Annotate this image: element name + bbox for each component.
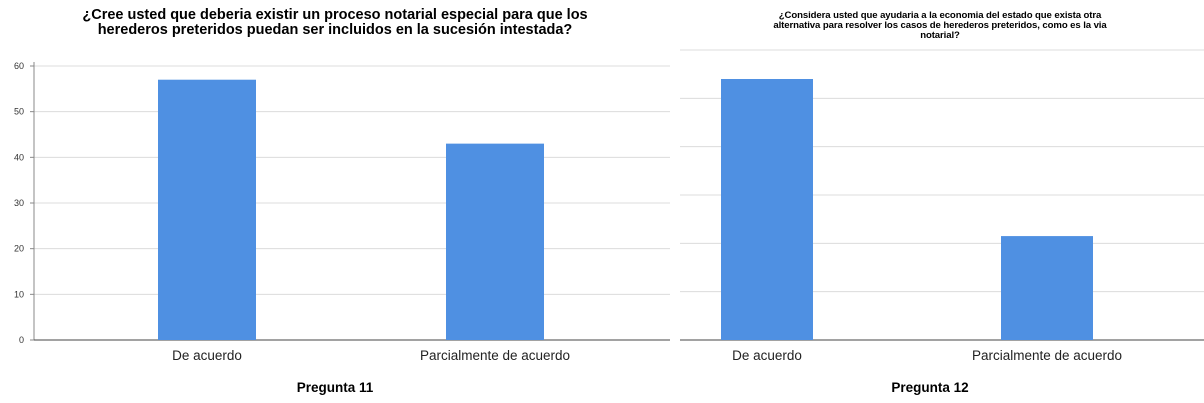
chart-title-line: ¿Cree usted que deberia existir un proce… <box>82 7 588 23</box>
chart-panel-pregunta-11: ¿Cree usted que deberia existir un proce… <box>0 8 670 395</box>
chart-title-line: herederos preteridos puedan ser incluido… <box>97 22 573 38</box>
y-tick-label: 0 <box>19 335 24 345</box>
y-tick-label: 40 <box>14 152 24 162</box>
x-axis-label: Pregunta 11 <box>297 380 374 395</box>
x-tick-label: De acuerdo <box>172 348 242 363</box>
bar-chart-pregunta-11: 0 10 20 30 40 50 60 De acuerdo Parcialmente de a… <box>14 61 670 395</box>
bar <box>721 79 813 340</box>
bar <box>158 79 256 340</box>
chart-title-line: alternativa para resolver los casos de h… <box>773 20 1107 31</box>
bar <box>446 143 544 340</box>
bar <box>1001 236 1093 340</box>
chart-title: ¿Cree usted que deberia existir un proce… <box>0 8 670 38</box>
chart-title-line: ¿Considera usted que ayudaria a la econo… <box>778 10 1102 21</box>
x-tick-label: Parcialmente de acuerdo <box>420 348 570 363</box>
x-tick-label: De acuerdo <box>732 348 802 363</box>
x-tick-label: Parcialmente de acuerdo <box>972 348 1122 363</box>
bar-chart-pregunta-12: De acuerdo Parcialmente de acuerdo Pregunt… <box>680 49 1204 395</box>
y-tick-label: 60 <box>14 61 24 71</box>
chart-panel-pregunta-12: ¿Considera usted que ayudaria a la econo… <box>676 0 1204 403</box>
y-tick-label: 50 <box>14 107 24 117</box>
chart-title: ¿Considera usted que ayudaria a la econo… <box>676 11 1204 41</box>
chart-title-line: notarial? <box>920 30 960 41</box>
y-tick-label: 20 <box>14 244 24 254</box>
y-tick-label: 10 <box>14 289 24 299</box>
y-tick-label: 30 <box>14 198 24 208</box>
x-axis-label: Pregunta 12 <box>891 380 968 395</box>
